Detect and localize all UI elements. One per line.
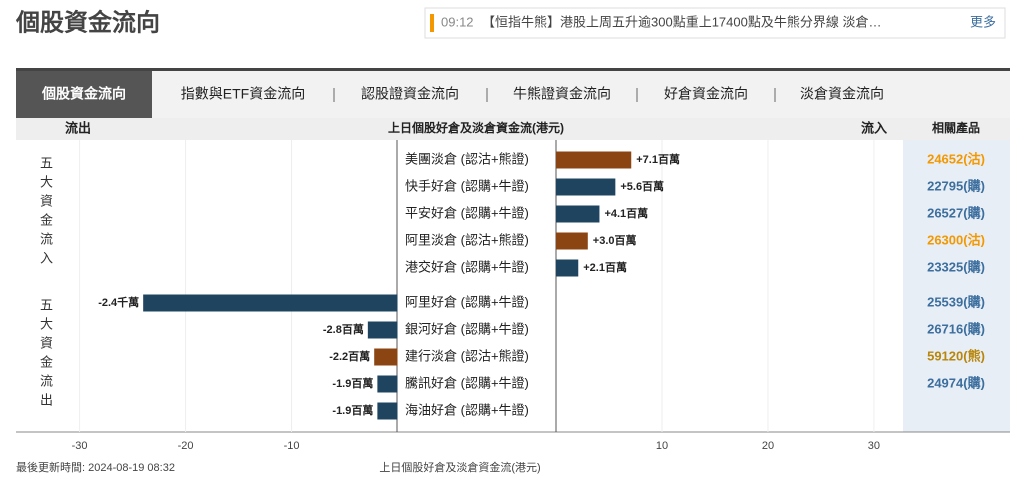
x-tick-label: -10 (284, 440, 300, 452)
category-label: 快手好倉 (認購+牛證) (405, 178, 529, 193)
news-headline[interactable]: 【恒指牛熊】港股上周五升逾300點重上17400點及牛熊分界線 淡倉… (482, 14, 881, 29)
bar (556, 205, 600, 223)
bar (556, 151, 632, 169)
inflow-header: 流入 (861, 120, 887, 135)
bar (367, 321, 398, 339)
news-marker (430, 14, 434, 32)
value-label: -2.2百萬 (329, 349, 370, 363)
value-label: -2.8百萬 (323, 322, 364, 336)
product-link[interactable]: 24974(購) (927, 375, 985, 390)
category-label: 海油好倉 (認購+牛證) (405, 402, 529, 417)
product-link[interactable]: 26527(購) (927, 205, 985, 220)
product-link[interactable]: 24652(沽) (927, 151, 985, 166)
category-label: 阿里好倉 (認購+牛證) (405, 294, 529, 309)
category-label: 阿里淡倉 (認沽+熊證) (405, 232, 529, 247)
value-label: -1.9百萬 (332, 376, 373, 390)
category-label: 港交好倉 (認購+牛證) (405, 259, 529, 274)
value-label: +2.1百萬 (583, 260, 627, 274)
bar (374, 348, 398, 366)
x-tick-label: -20 (178, 440, 194, 452)
product-link[interactable]: 22795(購) (927, 178, 985, 193)
value-label: -1.9百萬 (332, 403, 373, 417)
product-column-bg (903, 140, 1010, 432)
tab[interactable]: 認股證資金流向 (361, 86, 459, 102)
category-label: 騰訊好倉 (認購+牛證) (405, 375, 529, 390)
product-link[interactable]: 59120(熊) (927, 348, 985, 363)
x-tick-label: -30 (72, 440, 88, 452)
chart-title: 上日個股好倉及淡倉資金流(港元) (388, 120, 564, 135)
tab-bar-border (16, 68, 1010, 71)
tab[interactable]: 好倉資金流向 (664, 86, 748, 102)
column-header-bg (16, 118, 1010, 140)
tab-bar (16, 70, 1010, 118)
outflow-header: 流出 (65, 120, 91, 135)
x-tick-label: 10 (656, 440, 668, 452)
bar (556, 232, 588, 250)
news-box (424, 7, 1006, 39)
bar (556, 178, 616, 196)
x-tick-label: 30 (868, 440, 880, 452)
tab[interactable]: 個股資金流向 (41, 86, 126, 102)
news-more[interactable]: 更多 (970, 14, 996, 29)
value-label: +7.1百萬 (636, 152, 680, 166)
x-axis-label: 上日個股好倉及淡倉資金流(港元) (379, 460, 540, 474)
active-tab-bg (16, 71, 152, 118)
tab[interactable]: 牛熊證資金流向 (513, 86, 611, 102)
value-label: +4.1百萬 (604, 206, 648, 220)
products-header: 相關產品 (932, 120, 980, 135)
group-label: 五大資金流入 (38, 156, 53, 270)
category-label: 美團淡倉 (認沽+熊證) (405, 151, 529, 166)
value-label: -2.4千萬 (98, 295, 139, 309)
news-time: 09:12 (441, 14, 474, 29)
value-label: +3.0百萬 (593, 233, 637, 247)
product-link[interactable]: 26300(沽) (927, 232, 985, 247)
page-title: 個股資金流向 (15, 8, 160, 36)
bar (143, 294, 398, 312)
update-time: 最後更新時間: 2024-08-19 08:32 (16, 460, 175, 474)
bar (377, 375, 398, 393)
category-label: 建行淡倉 (認沽+熊證) (405, 348, 529, 363)
group-label: 五大資金流出 (38, 298, 53, 412)
product-link[interactable]: 23325(購) (927, 259, 985, 274)
x-tick-label: 20 (762, 440, 774, 452)
bar (377, 402, 398, 420)
bar (556, 259, 579, 277)
category-label: 平安好倉 (認購+牛證) (405, 205, 529, 220)
tab[interactable]: 指數與ETF資金流向 (181, 86, 305, 102)
value-label: +5.6百萬 (620, 179, 664, 193)
tab[interactable]: 淡倉資金流向 (800, 86, 884, 102)
product-link[interactable]: 25539(購) (927, 294, 985, 309)
category-label: 銀河好倉 (認購+牛證) (405, 321, 529, 336)
product-link[interactable]: 26716(購) (927, 321, 985, 336)
